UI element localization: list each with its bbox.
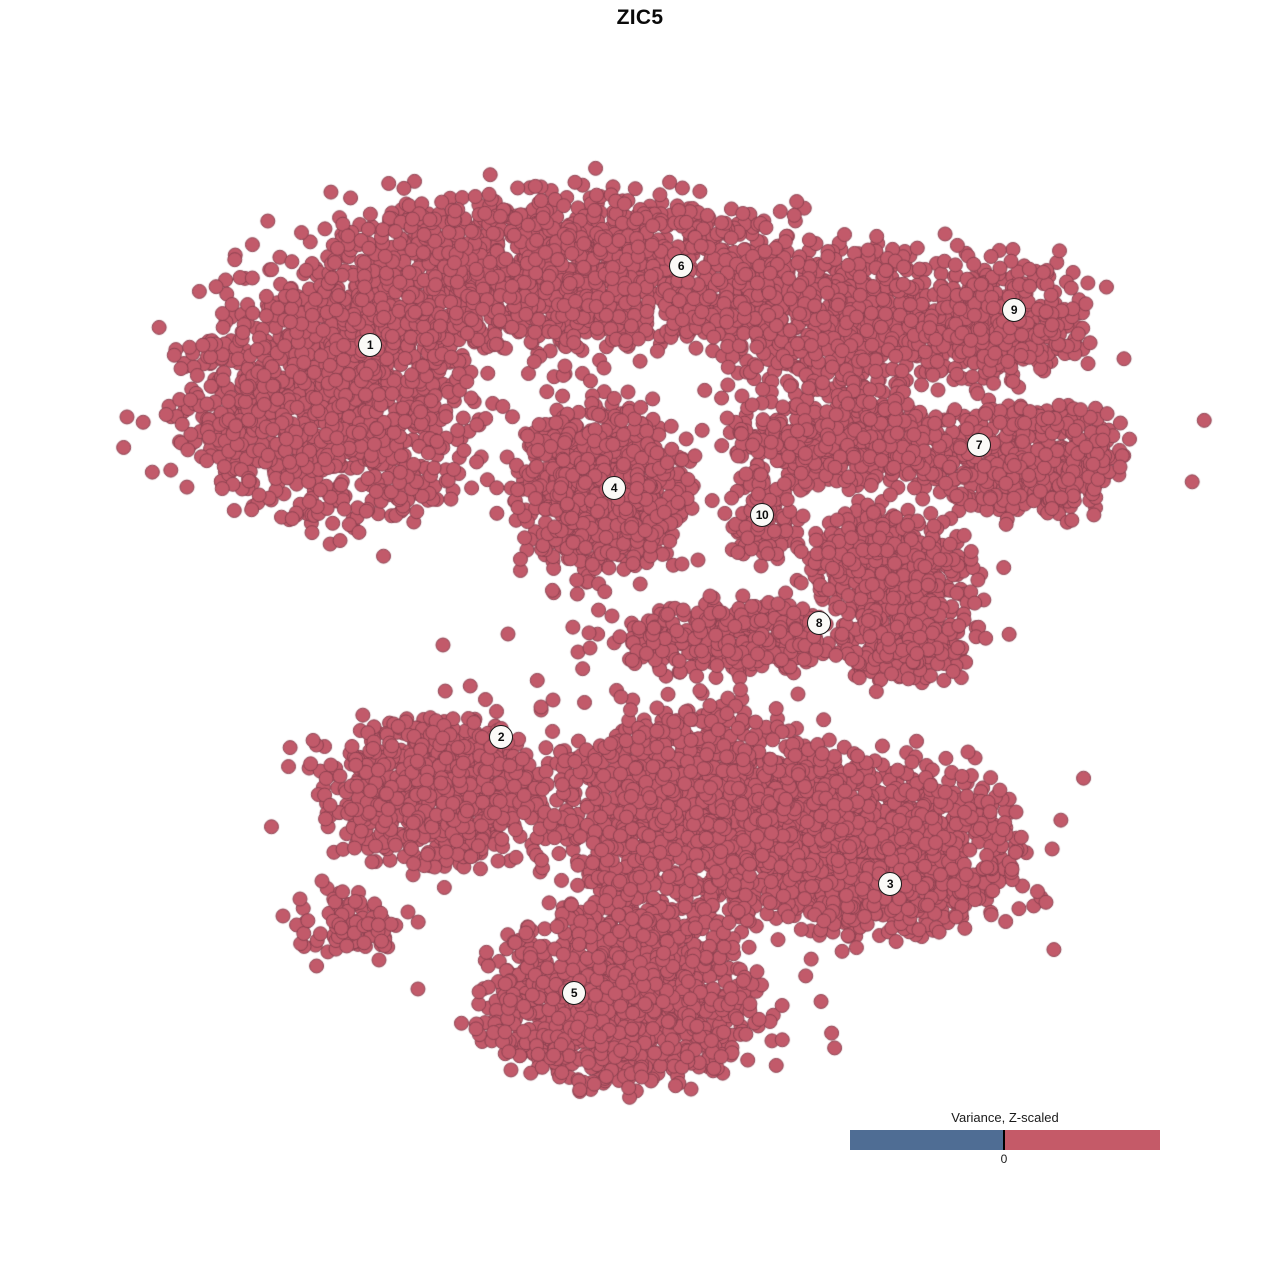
cluster-label-7[interactable]: 7 bbox=[967, 433, 991, 457]
cluster-label-8[interactable]: 8 bbox=[807, 611, 831, 635]
cluster-label-4[interactable]: 4 bbox=[602, 476, 626, 500]
legend-negative-swatch bbox=[850, 1130, 1003, 1150]
legend-positive-swatch bbox=[1003, 1130, 1160, 1150]
cluster-label-3[interactable]: 3 bbox=[878, 872, 902, 896]
legend-colorbar: 0 bbox=[850, 1130, 1160, 1166]
cluster-label-6[interactable]: 6 bbox=[669, 254, 693, 278]
color-legend: Variance, Z-scaled 0 bbox=[850, 1110, 1160, 1166]
cluster-label-5[interactable]: 5 bbox=[562, 981, 586, 1005]
legend-tick-label: 0 bbox=[1000, 1152, 1008, 1166]
cluster-label-10[interactable]: 10 bbox=[750, 503, 774, 527]
cluster-label-1[interactable]: 1 bbox=[358, 333, 382, 357]
legend-zero-tick-icon bbox=[1003, 1130, 1005, 1150]
cluster-label-9[interactable]: 9 bbox=[1002, 298, 1026, 322]
cluster-label-2[interactable]: 2 bbox=[489, 725, 513, 749]
legend-title: Variance, Z-scaled bbox=[951, 1110, 1059, 1125]
